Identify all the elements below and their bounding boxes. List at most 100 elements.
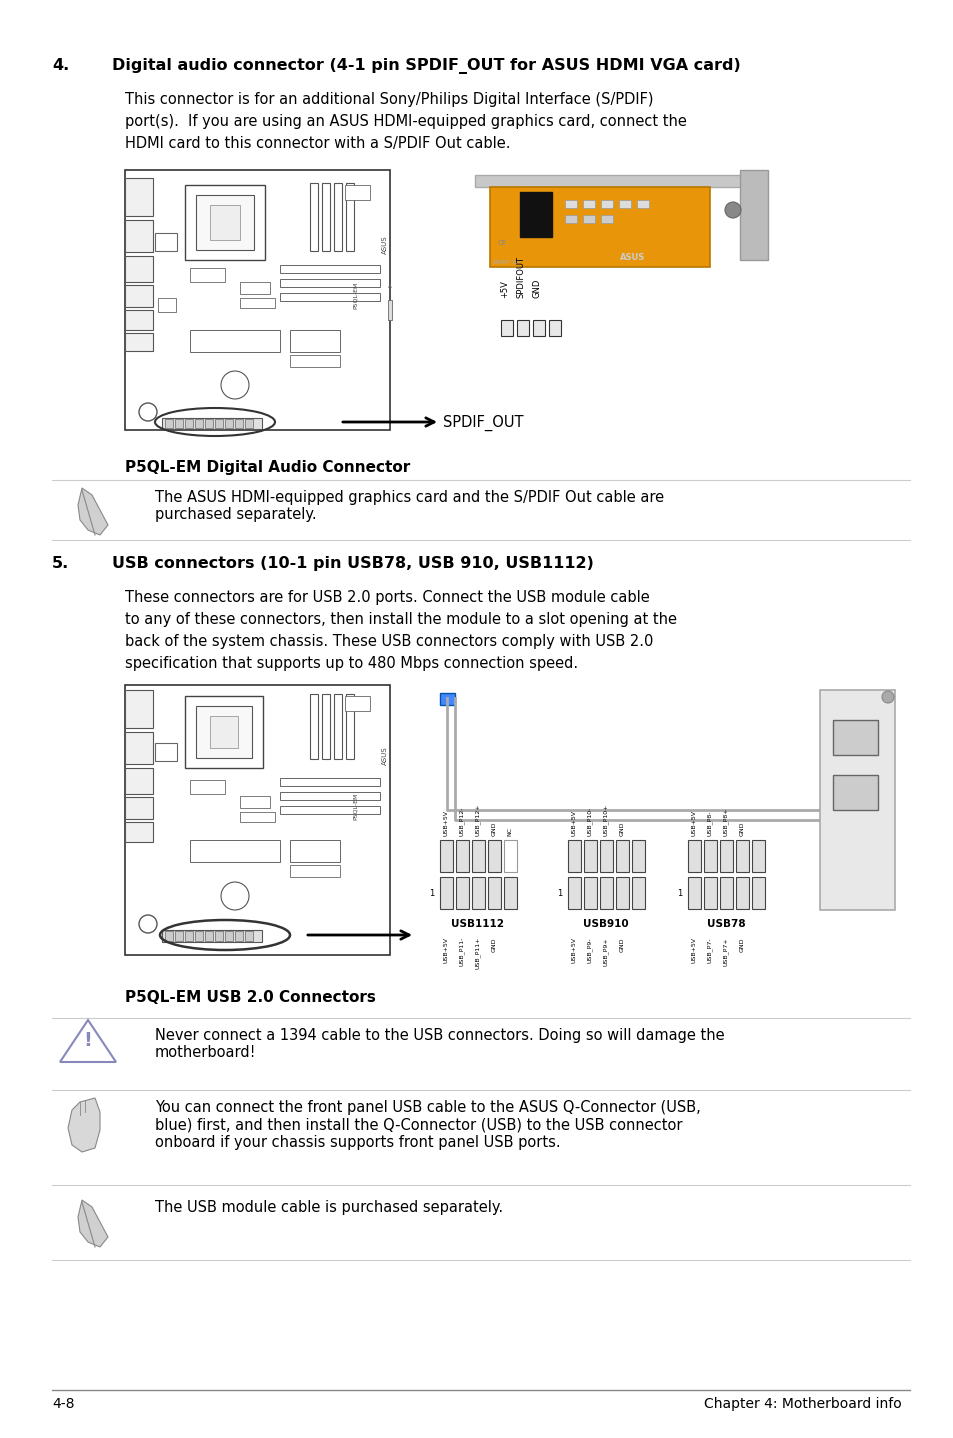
Bar (322, 695, 330, 759)
Bar (751, 840, 764, 871)
Text: USB_P10+: USB_P10+ (602, 804, 608, 835)
Bar (439, 693, 455, 705)
Bar (475, 175, 764, 187)
Bar (190, 840, 280, 861)
Text: GND: GND (739, 821, 743, 835)
Bar (125, 256, 152, 282)
Text: USB connectors (10-1 pin USB78, USB 910, USB1112): USB connectors (10-1 pin USB78, USB 910,… (112, 557, 594, 571)
Bar (439, 840, 453, 871)
Bar (290, 355, 339, 367)
Bar (345, 696, 370, 710)
Text: SPDIFOUT: SPDIFOUT (516, 256, 525, 298)
Bar (703, 877, 717, 909)
Bar (240, 812, 274, 823)
Text: USB_P12+: USB_P12+ (475, 804, 480, 835)
Text: P5QL-EM Digital Audio Connector: P5QL-EM Digital Audio Connector (125, 460, 410, 475)
Text: USB_P8-: USB_P8- (706, 811, 712, 835)
Text: 1: 1 (676, 889, 681, 897)
Bar (567, 877, 580, 909)
Bar (125, 170, 390, 430)
Polygon shape (78, 487, 108, 535)
Text: GND: GND (618, 938, 624, 952)
Text: SPDIF-S4: SPDIF-S4 (493, 260, 520, 265)
Text: USB_P7+: USB_P7+ (722, 938, 728, 966)
Bar (225, 418, 233, 429)
Bar (290, 329, 339, 352)
Text: !: ! (84, 1031, 92, 1050)
Bar (174, 418, 183, 429)
Bar (503, 877, 517, 909)
Bar (564, 216, 577, 223)
Bar (154, 743, 177, 761)
Bar (174, 930, 183, 940)
Bar (125, 220, 152, 252)
Text: USB1112: USB1112 (451, 919, 504, 929)
Bar (599, 840, 613, 871)
Polygon shape (60, 1020, 116, 1063)
Bar (548, 321, 560, 336)
Bar (488, 840, 500, 871)
Text: GND: GND (491, 821, 496, 835)
Bar (517, 321, 529, 336)
Bar (582, 216, 595, 223)
Text: P5QL-EM USB 2.0 Connectors: P5QL-EM USB 2.0 Connectors (125, 989, 375, 1005)
Bar (439, 877, 453, 909)
Bar (240, 797, 270, 808)
Text: Chapter 4: Motherboard info: Chapter 4: Motherboard info (703, 1396, 901, 1411)
Bar (190, 267, 225, 282)
Bar (125, 285, 152, 306)
Bar (280, 279, 379, 288)
Bar (533, 321, 544, 336)
Text: GND: GND (491, 938, 496, 952)
Bar (290, 866, 339, 877)
Bar (519, 193, 552, 237)
Text: Never connect a 1394 cable to the USB connectors. Doing so will damage the
mothe: Never connect a 1394 cable to the USB co… (154, 1028, 724, 1060)
Text: GND: GND (739, 938, 743, 952)
Bar (687, 840, 700, 871)
Text: USB_P9-: USB_P9- (586, 938, 592, 962)
Bar (162, 930, 262, 942)
Bar (195, 706, 252, 758)
Text: port(s).  If you are using an ASUS HDMI-equipped graphics card, connect the: port(s). If you are using an ASUS HDMI-e… (125, 114, 686, 129)
Bar (720, 877, 732, 909)
Ellipse shape (139, 403, 157, 421)
Text: NC: NC (507, 827, 512, 835)
Bar (820, 690, 894, 910)
Bar (165, 418, 172, 429)
Ellipse shape (221, 881, 249, 910)
Bar (125, 690, 152, 728)
Bar (735, 877, 748, 909)
Text: SPDIF_OUT: SPDIF_OUT (442, 416, 523, 431)
Bar (564, 200, 577, 209)
Bar (637, 200, 648, 209)
Text: GND: GND (532, 279, 541, 298)
Text: USB_P11+: USB_P11+ (475, 938, 480, 969)
Text: USB+5V: USB+5V (691, 810, 696, 835)
Text: specification that supports up to 480 Mbps connection speed.: specification that supports up to 480 Mb… (125, 656, 578, 672)
Bar (125, 823, 152, 843)
Bar (616, 877, 628, 909)
Text: USB_P9+: USB_P9+ (602, 938, 608, 966)
Bar (234, 930, 243, 940)
Bar (154, 233, 177, 252)
Text: +5V: +5V (500, 280, 509, 298)
Bar (214, 418, 223, 429)
Text: The ASUS HDMI-equipped graphics card and the S/PDIF Out cable are
purchased sepa: The ASUS HDMI-equipped graphics card and… (154, 490, 663, 522)
Bar (334, 695, 341, 759)
Text: You can connect the front panel USB cable to the ASUS Q-Connector (USB,
blue) fi: You can connect the front panel USB cabl… (154, 1100, 700, 1150)
Bar (599, 877, 613, 909)
Bar (125, 334, 152, 351)
Bar (190, 779, 225, 794)
Text: USB_P8+: USB_P8+ (722, 808, 728, 835)
Bar (616, 840, 628, 871)
Bar (194, 930, 203, 940)
Bar (165, 930, 172, 940)
Polygon shape (78, 1199, 108, 1247)
Bar (600, 200, 613, 209)
Bar (687, 877, 700, 909)
Bar (245, 930, 253, 940)
Bar (345, 186, 370, 200)
Bar (490, 187, 709, 267)
Text: HDMI card to this connector with a S/PDIF Out cable.: HDMI card to this connector with a S/PDI… (125, 137, 510, 151)
Text: ASUS: ASUS (381, 746, 388, 765)
